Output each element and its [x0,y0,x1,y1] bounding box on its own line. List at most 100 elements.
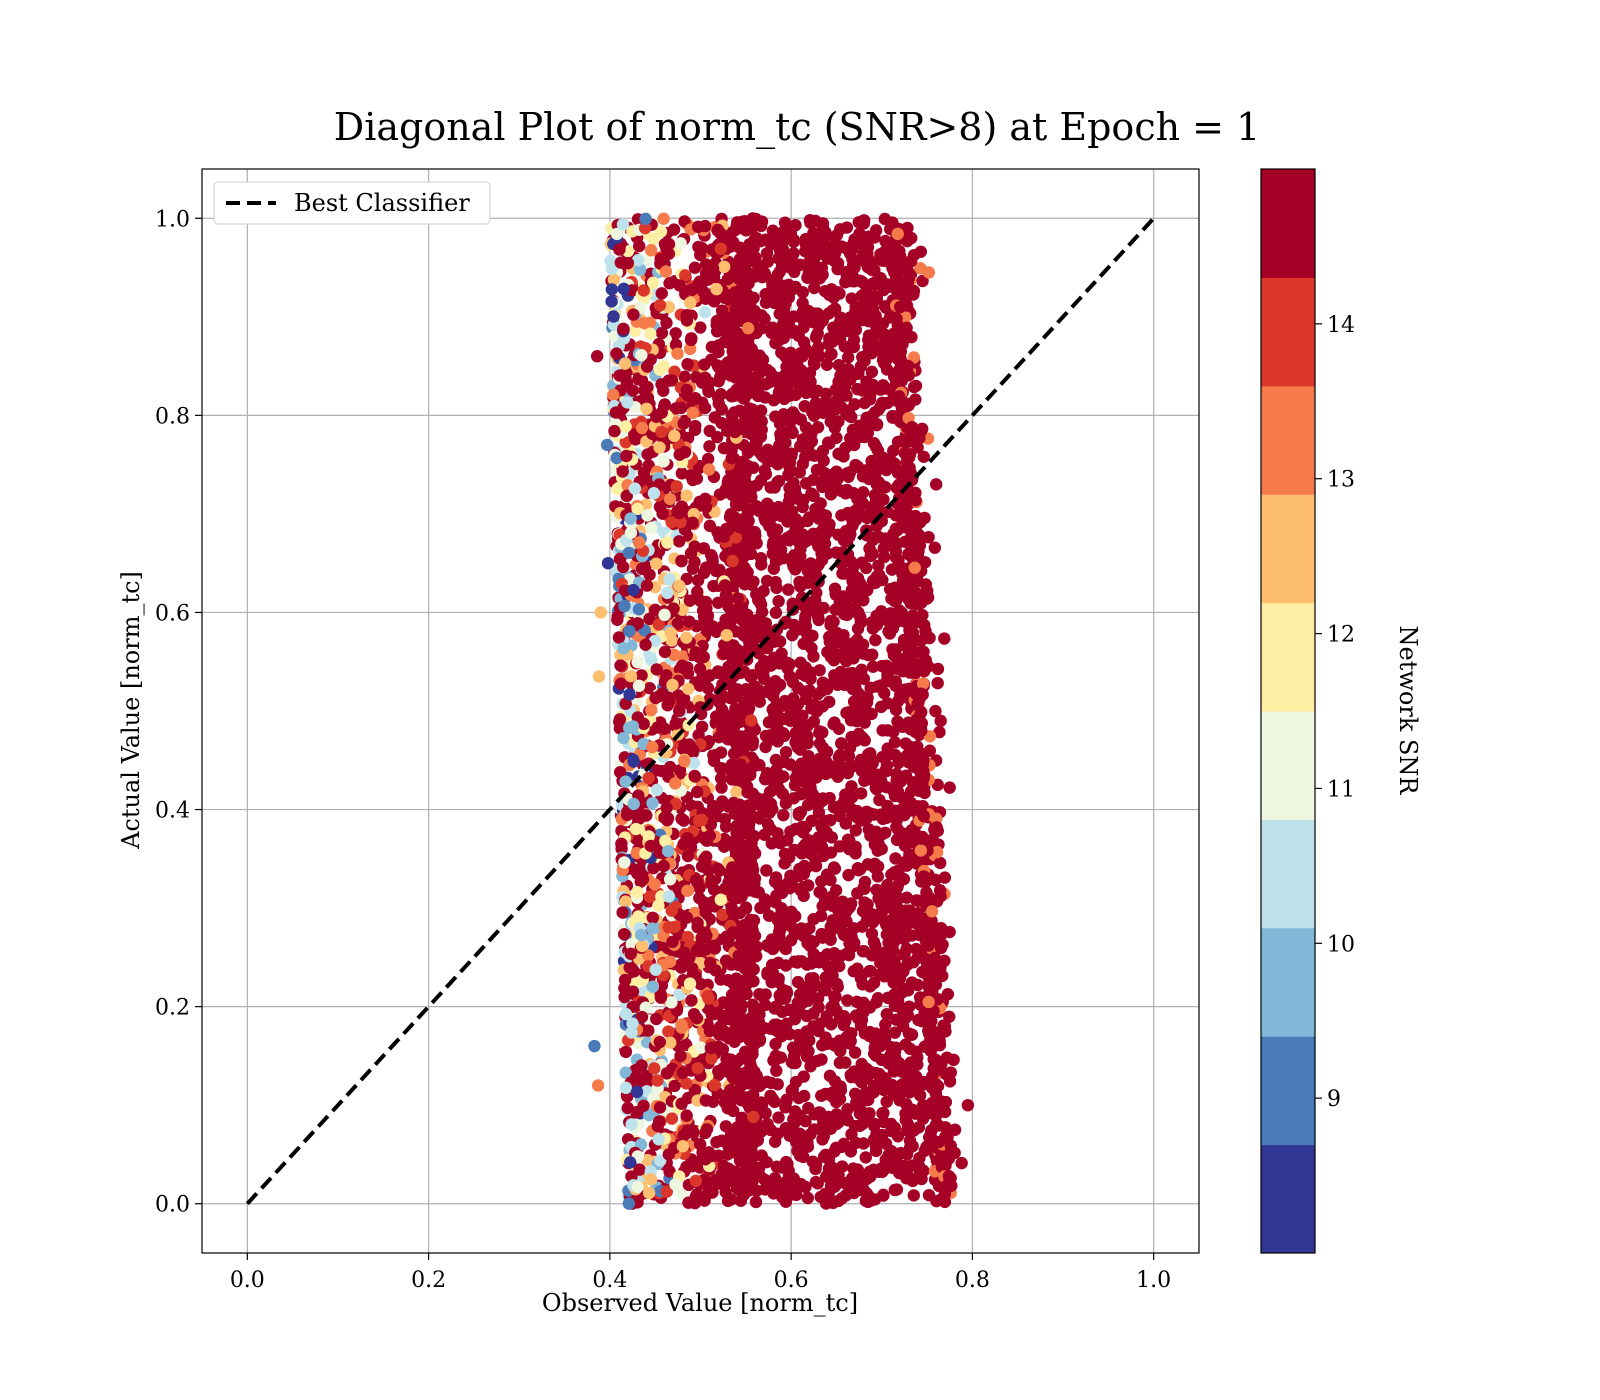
scatter-point [668,920,681,934]
scatter-point [830,241,844,254]
scatter-point [794,1177,808,1191]
scatter-point [737,629,750,642]
scatter-point [635,348,648,362]
scatter-point [852,1102,866,1115]
scatter-point [698,371,712,385]
scatter-point [848,398,861,411]
scatter-point [796,826,810,839]
scatter-point [772,595,785,608]
scatter-point [896,664,909,678]
scatter-point [644,244,658,257]
scatter-point [659,834,672,848]
scatter-point [657,455,670,468]
scatter-point [742,1127,755,1140]
scatter-point [654,253,667,266]
scatter-point [726,861,739,874]
scatter-point [678,370,691,383]
scatter-point [644,839,657,853]
scatter-point [677,417,690,430]
scatter-point [759,617,773,630]
scatter-point [766,703,779,716]
scatter-point [661,813,674,827]
scatter-point [830,1108,843,1121]
scatter-point [781,511,794,525]
scatter-point [744,486,757,499]
scatter-point [731,592,744,605]
scatter-point [665,516,678,529]
scatter-point [760,574,774,588]
scatter-point [902,1000,916,1013]
scatter-point [874,248,887,261]
scatter-point [766,802,779,816]
scatter-point [883,583,897,596]
scatter-point [680,631,693,644]
scatter-point [714,388,728,401]
scatter-point [632,679,646,693]
scatter-point [635,669,648,682]
scatter-point [689,646,702,659]
scatter-point [620,376,634,389]
scatter-point [803,213,817,227]
scatter-point [653,363,667,376]
scatter-point [829,603,842,616]
scatter-point [740,987,753,1001]
scatter-point [799,232,812,246]
scatter-point [637,1099,650,1112]
scatter-point [769,606,783,619]
scatter-point [622,1197,636,1210]
scatter-point [763,376,776,389]
scatter-point [646,276,660,289]
scatter-point [889,522,903,536]
scatter-point [646,980,659,993]
scatter-point [619,1045,633,1059]
scatter-point [855,1076,869,1089]
scatter-point [710,282,723,296]
scatter-point [703,440,716,453]
scatter-point [735,711,748,724]
scatter-point [729,973,743,987]
scatter-point [836,373,850,386]
scatter-point [714,242,728,255]
scatter-point [709,710,723,723]
scatter-point [708,1078,721,1092]
scatter-point [701,452,715,466]
scatter-point [850,995,864,1009]
scatter-point [640,253,654,267]
scatter-point [860,811,874,824]
scatter-point [871,992,885,1005]
scatter-point [891,695,905,708]
scatter-point [866,660,880,673]
scatter-point [690,785,704,799]
scatter-point [640,402,653,415]
scatter-point [651,721,664,734]
scatter-point [710,625,723,638]
scatter-point [655,406,668,419]
scatter-point [663,573,676,586]
scatter-point [898,839,912,852]
scatter-point [867,935,881,949]
scatter-point [616,906,629,919]
scatter-point [648,1062,661,1075]
scatter-point [782,1168,796,1182]
scatter-point [681,884,694,898]
scatter-point [828,990,841,1004]
scatter-point [784,934,798,947]
scatter-point [807,698,820,712]
scatter-point [670,480,683,493]
scatter-point [817,601,830,615]
scatter-point [826,1196,840,1210]
scatter-point [793,466,806,479]
scatter-point [871,1129,884,1142]
scatter-point [646,911,660,924]
scatter-point [618,856,631,869]
scatter-point [640,579,654,592]
scatter-point [899,1011,912,1025]
scatter-point [613,766,627,779]
scatter-point [869,614,883,627]
scatter-point [653,299,667,312]
scatter-point [607,310,620,323]
scatter-point [796,1043,810,1057]
scatter-point [655,287,668,300]
scatter-point [886,902,899,916]
scatter-point [748,233,761,246]
